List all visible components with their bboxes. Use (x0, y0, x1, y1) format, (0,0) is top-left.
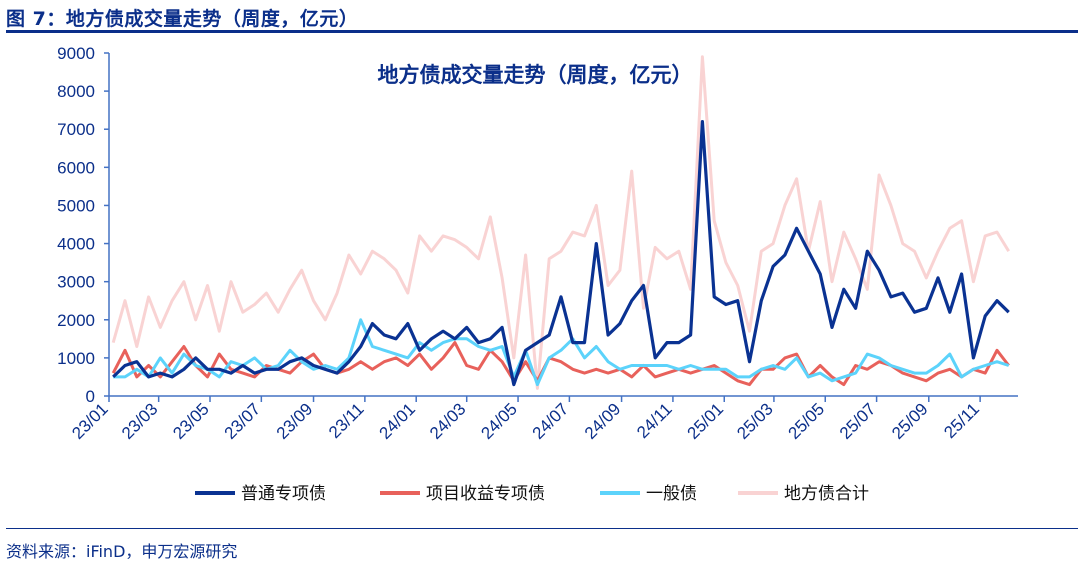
x-tick-label: 25/01 (684, 399, 728, 443)
line-chart: 0 1000 2000 3000 4000 5000 6000 7000 8000 9000 23/… (57, 44, 1018, 504)
legend-label: 普通专项债 (241, 484, 326, 504)
x-tick-label: 23/07 (221, 399, 265, 443)
x-tick-label: 24/01 (376, 399, 420, 443)
legend-label: 地方债合计 (784, 484, 869, 504)
x-tick-label: 24/05 (477, 399, 521, 443)
x-tick-label: 24/09 (581, 399, 625, 443)
y-tick-label: 0 (86, 387, 95, 406)
legend-label: 一般债 (646, 484, 697, 504)
series-line-地方债合计 (111, 55, 1010, 390)
x-tick-label: 24/03 (426, 399, 470, 443)
series-line-普通专项债 (112, 119, 1010, 387)
y-tick-label: 8000 (57, 82, 95, 101)
y-tick-label: 2000 (57, 311, 95, 330)
x-tick-label: 25/05 (785, 399, 829, 443)
x-tick-label: 25/03 (733, 399, 777, 443)
x-tick-label: 25/07 (836, 399, 880, 443)
legend-label: 项目收益专项债 (426, 484, 545, 504)
y-tick-label: 6000 (57, 158, 95, 177)
y-tick-label: 9000 (57, 44, 95, 63)
x-tick-label: 23/11 (325, 399, 368, 442)
x-tick-label: 24/11 (633, 399, 676, 442)
x-tick-label: 23/05 (169, 399, 213, 443)
x-tick-label: 25/11 (940, 399, 983, 442)
y-tick-label: 5000 (57, 196, 95, 215)
footer-divider (6, 528, 1078, 529)
x-tick-label: 23/09 (273, 399, 317, 443)
x-tick-label: 25/09 (888, 399, 932, 443)
chart-title: 地方债成交量走势（周度，亿元） (378, 63, 693, 87)
figure-title: 图 7：地方债成交量走势（周度，亿元） (6, 8, 359, 30)
source-note: 资料来源：iFinD，申万宏源研究 (6, 542, 238, 561)
title-divider (6, 30, 1078, 33)
y-tick-label: 1000 (57, 349, 95, 368)
y-tick-label: 7000 (57, 120, 95, 139)
x-tick-label: 23/03 (118, 399, 162, 443)
series-line-一般债 (113, 318, 1010, 387)
x-tick-label: 24/07 (529, 399, 573, 443)
y-tick-label: 3000 (57, 273, 95, 292)
y-tick-label: 4000 (57, 235, 95, 254)
